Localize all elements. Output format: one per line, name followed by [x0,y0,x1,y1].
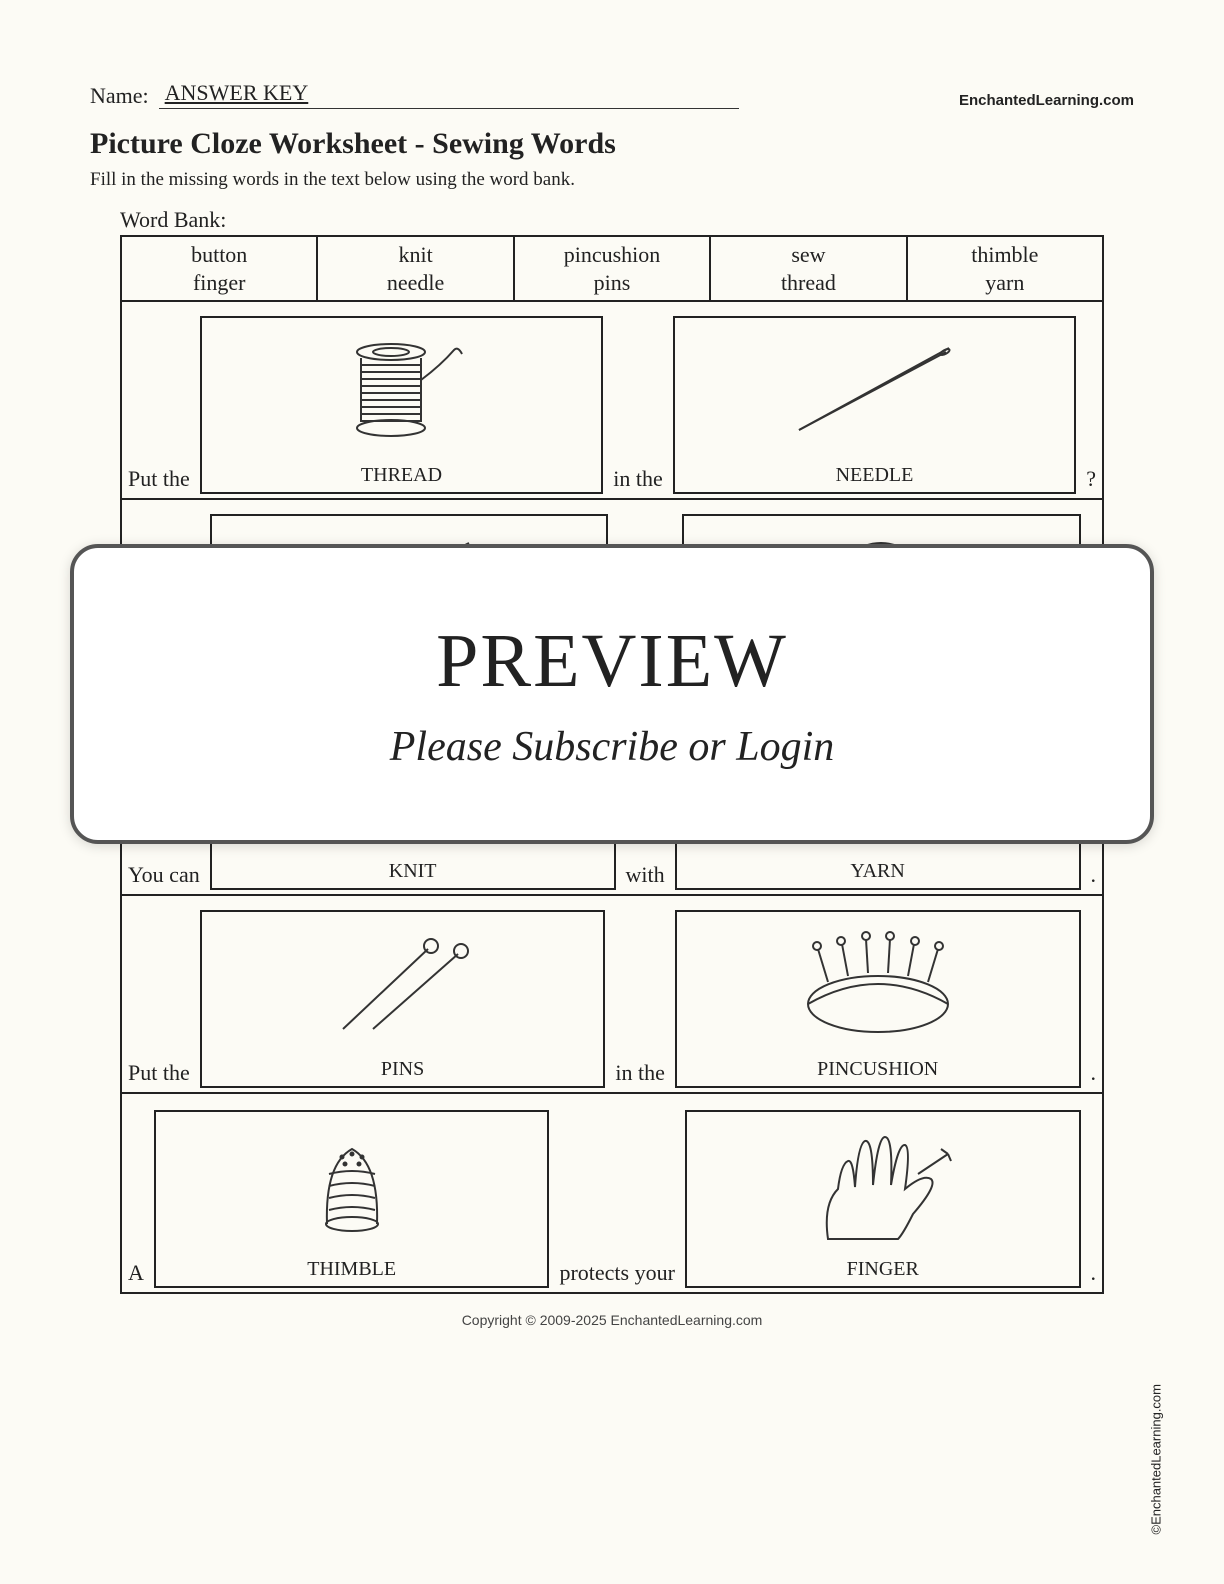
sentence-text: A [128,1260,144,1288]
page-title: Picture Cloze Worksheet - Sewing Words [90,127,1134,161]
sentence-row: Put the PINS in the [122,896,1102,1094]
wb-word: finger [122,269,316,297]
wb-col: button finger [122,237,318,300]
preview-overlay: PREVIEW Please Subscribe or Login [70,544,1154,844]
wb-word: needle [318,269,512,297]
wb-col: thimble yarn [908,237,1102,300]
card-label: THIMBLE [307,1255,396,1286]
sentence-text: with [626,862,665,890]
site-label: EnchantedLearning.com [959,92,1134,109]
sentence-text: Put the [128,1060,190,1088]
sentence-end: . [1091,1060,1097,1088]
pincushion-icon [677,912,1079,1055]
sentence-text: in the [613,466,663,494]
word-bank-label: Word Bank: [120,207,1134,233]
picture-card-finger: FINGER [685,1110,1081,1288]
picture-card-thread: THREAD [200,316,604,494]
wb-word: yarn [908,269,1102,297]
wb-word: pincushion [515,241,709,269]
wb-word: thimble [908,241,1102,269]
name-label: Name: [90,83,149,109]
picture-card-pincushion: PINCUSHION [675,910,1081,1088]
card-label: THREAD [361,461,442,492]
picture-card-needle: NEEDLE [673,316,1077,494]
name-line: Name: ANSWER KEY [90,80,739,109]
sentence-text: Put the [128,466,190,494]
sentence-text: You can [128,862,200,890]
copyright: Copyright © 2009-2025 EnchantedLearning.… [90,1312,1134,1328]
header-row: Name: ANSWER KEY EnchantedLearning.com [90,80,1134,109]
wb-word: thread [711,269,905,297]
name-value: ANSWER KEY [159,80,739,109]
sentence-end: . [1091,1260,1097,1288]
overlay-title: PREVIEW [436,618,788,705]
wb-col: knit needle [318,237,514,300]
card-label: NEEDLE [836,461,914,492]
sentence-row: Put the THREAD in the [122,302,1102,500]
card-label: PINS [381,1055,424,1086]
picture-card-pins: PINS [200,910,606,1088]
picture-card-thimble: THIMBLE [154,1110,550,1288]
sentence-end: . [1091,862,1097,890]
card-label: FINGER [847,1255,919,1286]
side-credit: ©EnchantedLearning.com [1149,1384,1164,1535]
worksheet-page: Name: ANSWER KEY EnchantedLearning.com P… [0,0,1224,1584]
hand-icon [687,1112,1079,1255]
pins-icon [202,912,604,1055]
sentence-text: protects your [559,1260,674,1288]
card-label: KNIT [389,857,437,888]
wb-word: knit [318,241,512,269]
word-bank: button finger knit needle pincushion pin… [122,237,1102,302]
wb-word: sew [711,241,905,269]
overlay-subtitle: Please Subscribe or Login [390,723,834,771]
wb-word: pins [515,269,709,297]
card-label: PINCUSHION [817,1055,938,1086]
sentence-text: in the [615,1060,665,1088]
thimble-icon [156,1112,548,1255]
needle-icon [675,318,1075,461]
instructions-text: Fill in the missing words in the text be… [90,169,1134,191]
wb-col: pincushion pins [515,237,711,300]
sentence-end: ? [1086,466,1096,494]
card-label: YARN [850,857,904,888]
thread-spool-icon [202,318,602,461]
wb-col: sew thread [711,237,907,300]
wb-word: button [122,241,316,269]
sentence-row: A THIMBLE protects your [122,1094,1102,1292]
